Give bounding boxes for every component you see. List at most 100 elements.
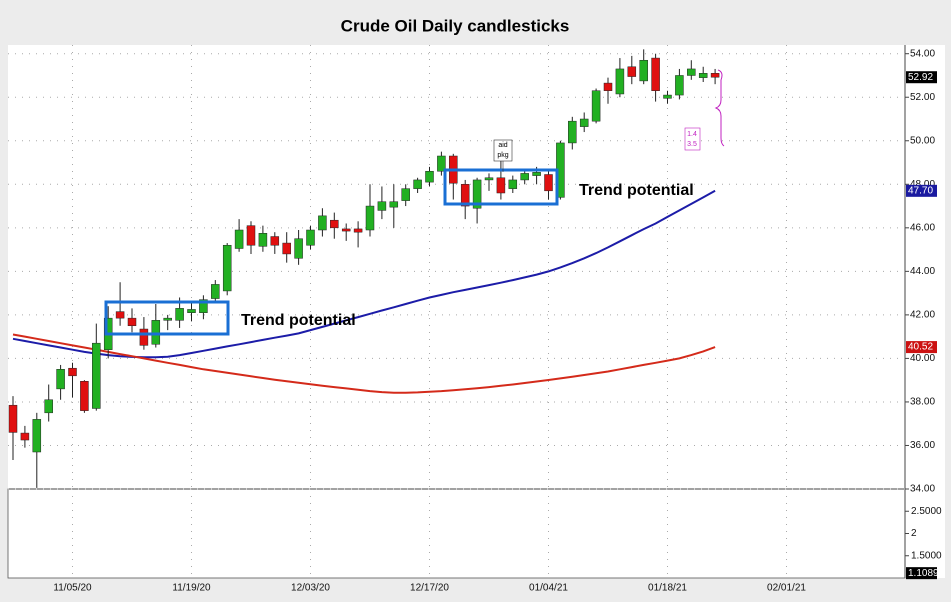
candle-body xyxy=(520,173,529,181)
candle-body xyxy=(472,179,482,209)
candle-body xyxy=(568,120,577,144)
candle-body xyxy=(175,308,184,321)
y-tick-label: 40.00 xyxy=(910,353,935,364)
candle-body xyxy=(365,205,375,231)
candle-body xyxy=(92,342,101,409)
plot-layer: 34.00 36.00 38.00 40.00 42.00 44.00 46.00 48.00… xyxy=(8,45,942,594)
candle-body xyxy=(532,172,541,176)
x-tick-label: 12/03/20 xyxy=(291,583,330,594)
candle-body xyxy=(341,228,351,232)
lower-panel xyxy=(7,488,906,579)
candle-body xyxy=(687,68,696,76)
candle-body xyxy=(187,309,196,313)
candle-body xyxy=(258,233,268,247)
candle-body xyxy=(377,201,387,211)
candle-body xyxy=(675,75,684,96)
candle-body xyxy=(544,174,553,192)
value-marker xyxy=(906,184,937,197)
x-tick-label: 01/04/21 xyxy=(529,583,568,594)
candle-body xyxy=(80,381,89,411)
y-tick-label: 2 xyxy=(911,528,917,539)
candle-body xyxy=(20,432,30,441)
candle-body xyxy=(425,170,434,183)
candle-body xyxy=(401,188,410,201)
candle-body xyxy=(115,311,125,319)
candle-body xyxy=(639,59,648,82)
note-box xyxy=(684,127,701,151)
candle-body xyxy=(698,73,708,78)
moving-average-line xyxy=(12,333,716,394)
candle-body xyxy=(32,419,42,453)
candle-body xyxy=(163,317,172,321)
candle-body xyxy=(56,369,65,390)
value-marker-label: 47.70 xyxy=(908,185,933,196)
annotation: Trend potential xyxy=(241,312,356,329)
candle-body xyxy=(627,66,637,77)
x-tick-label: 01/18/21 xyxy=(648,583,687,594)
candle-body xyxy=(318,215,327,231)
note-text: 1.4 xyxy=(687,131,697,138)
candle-body xyxy=(496,177,506,194)
candle-body xyxy=(8,404,18,433)
annotation: Trend potential xyxy=(579,182,694,199)
y-tick-label: 50.00 xyxy=(910,135,935,146)
candle-body xyxy=(151,320,161,345)
candle-body xyxy=(460,184,470,207)
candle-body xyxy=(282,242,291,255)
y-tick-label: 2.5000 xyxy=(911,506,942,517)
chart-title: Crude Oil Daily candlesticks xyxy=(341,16,570,35)
y-tick-label: 38.00 xyxy=(910,397,935,408)
highlight-box xyxy=(104,300,230,336)
y-tick-label: 44.00 xyxy=(910,266,935,277)
candle-body xyxy=(603,82,613,91)
candle-body xyxy=(246,225,256,246)
candle-body xyxy=(330,219,339,229)
y-tick-label: 48.00 xyxy=(910,179,935,190)
x-tick-label: 12/17/20 xyxy=(410,583,449,594)
value-marker xyxy=(906,341,937,354)
note-text: 3.5 xyxy=(687,141,697,148)
candle-body xyxy=(353,228,363,233)
value-marker-label: 1.1089 xyxy=(908,568,939,579)
candle-body xyxy=(44,399,53,414)
candle-body xyxy=(710,73,720,78)
candle-body xyxy=(294,238,303,259)
brace xyxy=(714,69,725,147)
note-text: pkg xyxy=(497,152,508,159)
candle-body xyxy=(306,229,315,246)
candle-body xyxy=(579,118,589,127)
value-marker xyxy=(906,567,937,580)
candle-body xyxy=(68,367,77,377)
y-tick-label: 52.00 xyxy=(910,92,935,103)
candle-body xyxy=(508,179,518,189)
candle-body xyxy=(127,317,137,327)
y-tick-label: 46.00 xyxy=(910,222,935,233)
value-marker xyxy=(906,71,937,84)
x-tick-label: 02/01/21 xyxy=(767,583,806,594)
highlight-box xyxy=(443,168,559,206)
candle-body xyxy=(234,229,244,249)
candle-body xyxy=(389,201,399,208)
candle-body xyxy=(591,90,601,122)
y-tick-label: 54.00 xyxy=(910,48,935,59)
y-tick-label: 34.00 xyxy=(910,484,935,495)
note-text: aid xyxy=(498,142,507,149)
value-marker-label: 52.92 xyxy=(908,72,933,83)
candle-body xyxy=(211,284,220,299)
candle-body xyxy=(615,68,625,95)
candle-body xyxy=(139,328,149,346)
y-tick-label: 36.00 xyxy=(910,440,935,451)
candle-body xyxy=(413,179,422,189)
candle-body xyxy=(222,244,232,292)
plot-area xyxy=(8,45,905,489)
y-tick-label: 42.00 xyxy=(910,310,935,321)
candle-body xyxy=(199,299,208,313)
axis-area xyxy=(905,45,945,578)
candle-body xyxy=(663,94,672,99)
candle-body xyxy=(484,177,494,181)
x-tick-label: 11/19/20 xyxy=(172,583,211,594)
y-tick-label: 1.5000 xyxy=(911,550,942,561)
candle-body xyxy=(437,155,446,172)
x-tick-label: 11/05/20 xyxy=(53,583,92,594)
